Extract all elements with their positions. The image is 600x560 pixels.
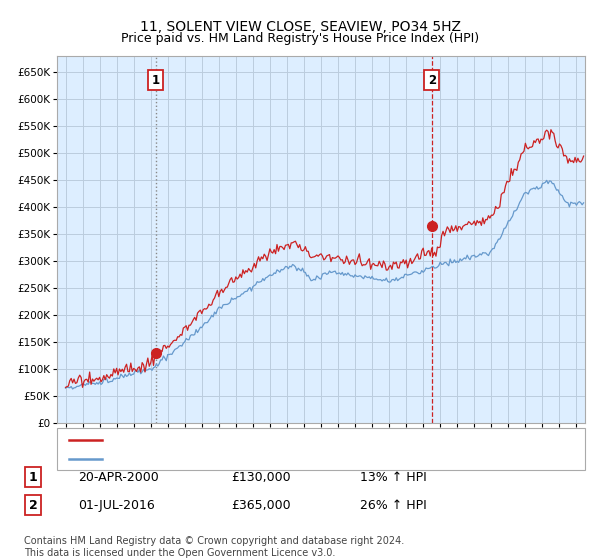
Text: 2: 2 <box>29 498 37 512</box>
Text: 01-JUL-2016: 01-JUL-2016 <box>78 498 155 512</box>
Text: Price paid vs. HM Land Registry's House Price Index (HPI): Price paid vs. HM Land Registry's House … <box>121 32 479 45</box>
Text: HPI: Average price, detached house, Isle of Wight: HPI: Average price, detached house, Isle… <box>108 452 400 465</box>
Text: 1: 1 <box>29 470 37 484</box>
Text: 1: 1 <box>152 74 160 87</box>
Text: 11, SOLENT VIEW CLOSE, SEAVIEW, PO34 5HZ: 11, SOLENT VIEW CLOSE, SEAVIEW, PO34 5HZ <box>139 20 461 34</box>
Text: Contains HM Land Registry data © Crown copyright and database right 2024.
This d: Contains HM Land Registry data © Crown c… <box>24 536 404 558</box>
Text: 13% ↑ HPI: 13% ↑ HPI <box>360 470 427 484</box>
Text: 20-APR-2000: 20-APR-2000 <box>78 470 159 484</box>
Text: 2: 2 <box>428 74 436 87</box>
Text: 11, SOLENT VIEW CLOSE, SEAVIEW, PO34 5HZ (detached house): 11, SOLENT VIEW CLOSE, SEAVIEW, PO34 5HZ… <box>108 433 487 447</box>
Text: £365,000: £365,000 <box>231 498 290 512</box>
Text: 26% ↑ HPI: 26% ↑ HPI <box>360 498 427 512</box>
Text: £130,000: £130,000 <box>231 470 290 484</box>
